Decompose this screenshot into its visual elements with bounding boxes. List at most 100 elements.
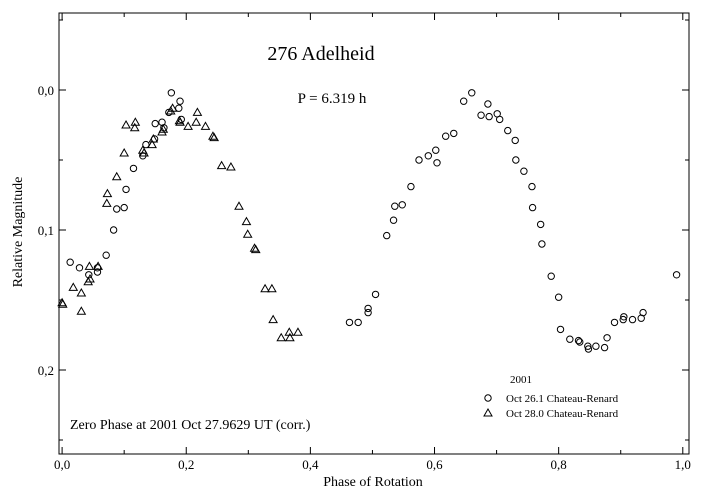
data-point-circle (371, 290, 380, 299)
data-point-circle (398, 201, 406, 209)
data-point-triangle (260, 283, 270, 293)
data-point-circle (584, 345, 593, 353)
data-point-triangle (234, 201, 244, 210)
data-point-circle (574, 336, 583, 345)
data-point-circle (389, 216, 398, 224)
data-point-circle (407, 182, 415, 191)
data-point-circle (176, 97, 184, 105)
data-point-triangle (68, 282, 79, 291)
data-point-circle (504, 126, 512, 135)
data-point-triangle (148, 133, 159, 143)
data-point-circle (554, 293, 563, 301)
data-point-circle (538, 240, 546, 248)
data-point-triangle (285, 332, 295, 342)
data-point-circle (556, 325, 565, 334)
data-point-triangle (130, 117, 141, 126)
data-point-circle (485, 112, 493, 121)
data-point-circle (175, 104, 183, 112)
data-point-circle (672, 271, 681, 279)
data-point-circle (354, 318, 362, 327)
data-point-triangle (84, 261, 95, 270)
data-point-circle (584, 342, 592, 350)
data-point-circle (142, 140, 150, 149)
data-point-triangle (209, 132, 220, 142)
data-point-circle (603, 334, 611, 342)
x-tick-label: 1,0 (675, 457, 691, 472)
data-point-triangle (158, 124, 169, 133)
data-point-circle (566, 335, 574, 343)
data-point-triangle (57, 299, 68, 308)
data-point-triangle (191, 117, 202, 126)
series-oct-26 (66, 89, 681, 353)
data-point-triangle (226, 161, 236, 171)
data-point-circle (66, 258, 74, 266)
data-point-triangle (119, 147, 130, 157)
data-point-triangle (200, 121, 211, 130)
data-point-circle (93, 268, 102, 276)
data-point-triangle (167, 103, 178, 112)
data-point-triangle (139, 147, 149, 157)
data-point-triangle (129, 122, 140, 132)
data-point-circle (468, 89, 476, 97)
legend-circle-icon (484, 394, 492, 402)
data-point-circle (610, 318, 619, 327)
y-axis-label: Relative Magnitude (11, 177, 26, 288)
x-axis: 0,0 0,2 0,4 0,6 0,8 1,0 (54, 13, 691, 472)
data-point-circle (75, 264, 84, 272)
data-point-circle (547, 272, 555, 280)
data-point-circle (129, 164, 138, 173)
data-point-triangle (192, 107, 203, 116)
x-tick-label: 0,4 (302, 457, 319, 472)
zero-phase-annotation: Zero Phase at 2001 Oct 27.9629 UT (corr.… (70, 418, 311, 433)
chart-title: 276 Adelheid (267, 43, 374, 65)
data-point-circle (495, 115, 504, 124)
data-point-circle (433, 159, 441, 167)
data-point-triangle (267, 283, 277, 293)
data-point-circle (391, 202, 399, 210)
data-point-circle (109, 226, 118, 234)
data-point-triangle (147, 139, 157, 149)
data-point-circle (120, 203, 128, 212)
data-point-triangle (121, 119, 131, 129)
data-point-circle (167, 89, 176, 97)
data-point-triangle (268, 314, 278, 324)
data-point-triangle (102, 188, 113, 198)
x-tick-label: 0,2 (178, 457, 194, 472)
data-point-circle (364, 308, 372, 317)
data-point-triangle (242, 229, 253, 238)
legend-title: 2001 (510, 374, 532, 386)
data-point-triangle (85, 273, 95, 283)
data-point-circle (383, 231, 391, 240)
data-point-triangle (293, 327, 303, 336)
data-point-circle (432, 146, 440, 154)
data-point-circle (528, 182, 536, 191)
y-tick-label: 0,1 (38, 223, 54, 238)
data-point-circle (576, 338, 584, 346)
data-point-circle (477, 111, 485, 119)
data-point-triangle (101, 198, 112, 207)
data-point-circle (528, 203, 537, 212)
legend: 2001 Oct 26.1 Chateau-Renard Oct 28.0 Ch… (483, 374, 619, 420)
x-tick-label: 0,0 (54, 457, 70, 472)
data-point-triangle (76, 287, 87, 297)
x-tick-label: 0,8 (551, 457, 567, 472)
x-tick-label: 0,6 (426, 457, 443, 472)
y-tick-label: 0,2 (38, 363, 54, 378)
data-point-triangle (216, 160, 227, 170)
x-axis-label: Phase of Rotation (323, 475, 423, 490)
data-point-circle (450, 129, 458, 138)
data-point-circle (628, 315, 637, 324)
data-point-triangle (111, 171, 122, 181)
data-point-circle (364, 304, 372, 313)
series-oct-28 (57, 103, 303, 342)
data-point-circle (600, 343, 609, 352)
data-point-triangle (241, 216, 252, 226)
data-point-circle (520, 167, 528, 175)
data-point-circle (459, 97, 468, 105)
data-point-circle (619, 315, 627, 324)
data-point-circle (165, 108, 173, 117)
plot-frame (58, 12, 690, 455)
data-point-circle (639, 308, 647, 317)
data-point-circle (620, 313, 628, 321)
